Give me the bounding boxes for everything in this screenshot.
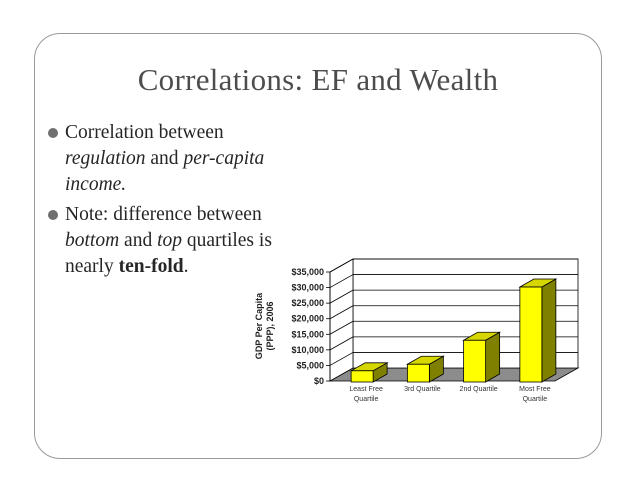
bullet-item: Correlation between regulation and per-ca… (48, 120, 298, 198)
bullet-text: top (157, 230, 182, 251)
x-tick-label: Least Free (349, 386, 383, 393)
x-tick-label: 3rd Quartile (404, 386, 441, 393)
bullet-line: Note: difference between (65, 202, 298, 228)
bullet-line: Correlation between (65, 120, 298, 146)
y-tick-label: $30,000 (291, 283, 324, 293)
gridline-side (329, 320, 354, 335)
x-tick-label: 2nd Quartile (460, 386, 498, 393)
bullet-text: per-capita (183, 148, 265, 169)
bullet-list: Correlation between regulation and per-ca… (48, 120, 298, 284)
x-tick-label: Quartile (354, 396, 379, 403)
y-axis-title: (PPP), 2006 (265, 301, 275, 350)
bullet-item: Note: difference between bottom and top q… (48, 202, 298, 280)
y-tick-label: $25,000 (291, 298, 324, 308)
slide-title: Correlations: EF and Wealth (137, 62, 499, 97)
bullet-line: bottom and top quartiles is (65, 228, 298, 254)
bullet-dot-icon (48, 210, 58, 220)
bullet-text: Note: difference between (65, 204, 262, 225)
bar-side (485, 331, 501, 383)
slide-frame (34, 33, 602, 459)
bar (350, 370, 374, 383)
bullet-text: and (145, 148, 184, 169)
gridline-side (329, 274, 354, 288)
x-tick-label: Quartile (523, 396, 548, 403)
bullet-text: . (183, 256, 189, 277)
x-tick-label: Most Free (519, 386, 551, 393)
y-tick-label: $5,000 (296, 360, 324, 370)
bar (519, 286, 543, 383)
bullet-line: regulation and per-capita (65, 146, 298, 172)
y-axis-title: GDP Per Capita (254, 292, 264, 359)
bullet-text: Correlation between (65, 122, 224, 143)
y-tick-label: $35,000 (291, 267, 324, 277)
y-tick-label: $10,000 (291, 345, 324, 355)
bar (406, 363, 430, 383)
chart-side-wall (329, 258, 354, 382)
bullet-text: ten-fold (118, 256, 184, 277)
gridline-side (329, 336, 354, 351)
bullet-line: income. (65, 172, 298, 198)
bar-side (541, 278, 557, 383)
gridline-side (329, 258, 354, 273)
bullet-text: bottom (65, 230, 120, 251)
bullet-dot-icon (48, 128, 58, 138)
bullet-text: regulation (65, 148, 146, 169)
gridline-side (329, 305, 354, 320)
bullet-text: and (119, 230, 158, 251)
bullet-line: nearly ten-fold. (65, 254, 298, 280)
bar (463, 339, 487, 383)
gridline-side (329, 289, 354, 304)
y-tick-label: $15,000 (291, 329, 324, 339)
gridline-side (329, 352, 354, 366)
bullet-text: income. (65, 174, 127, 195)
y-tick-label: $20,000 (291, 314, 324, 324)
bullet-text: quartiles is (182, 230, 272, 251)
bullet-text: nearly (65, 256, 119, 277)
y-tick-label: $0 (314, 376, 324, 386)
